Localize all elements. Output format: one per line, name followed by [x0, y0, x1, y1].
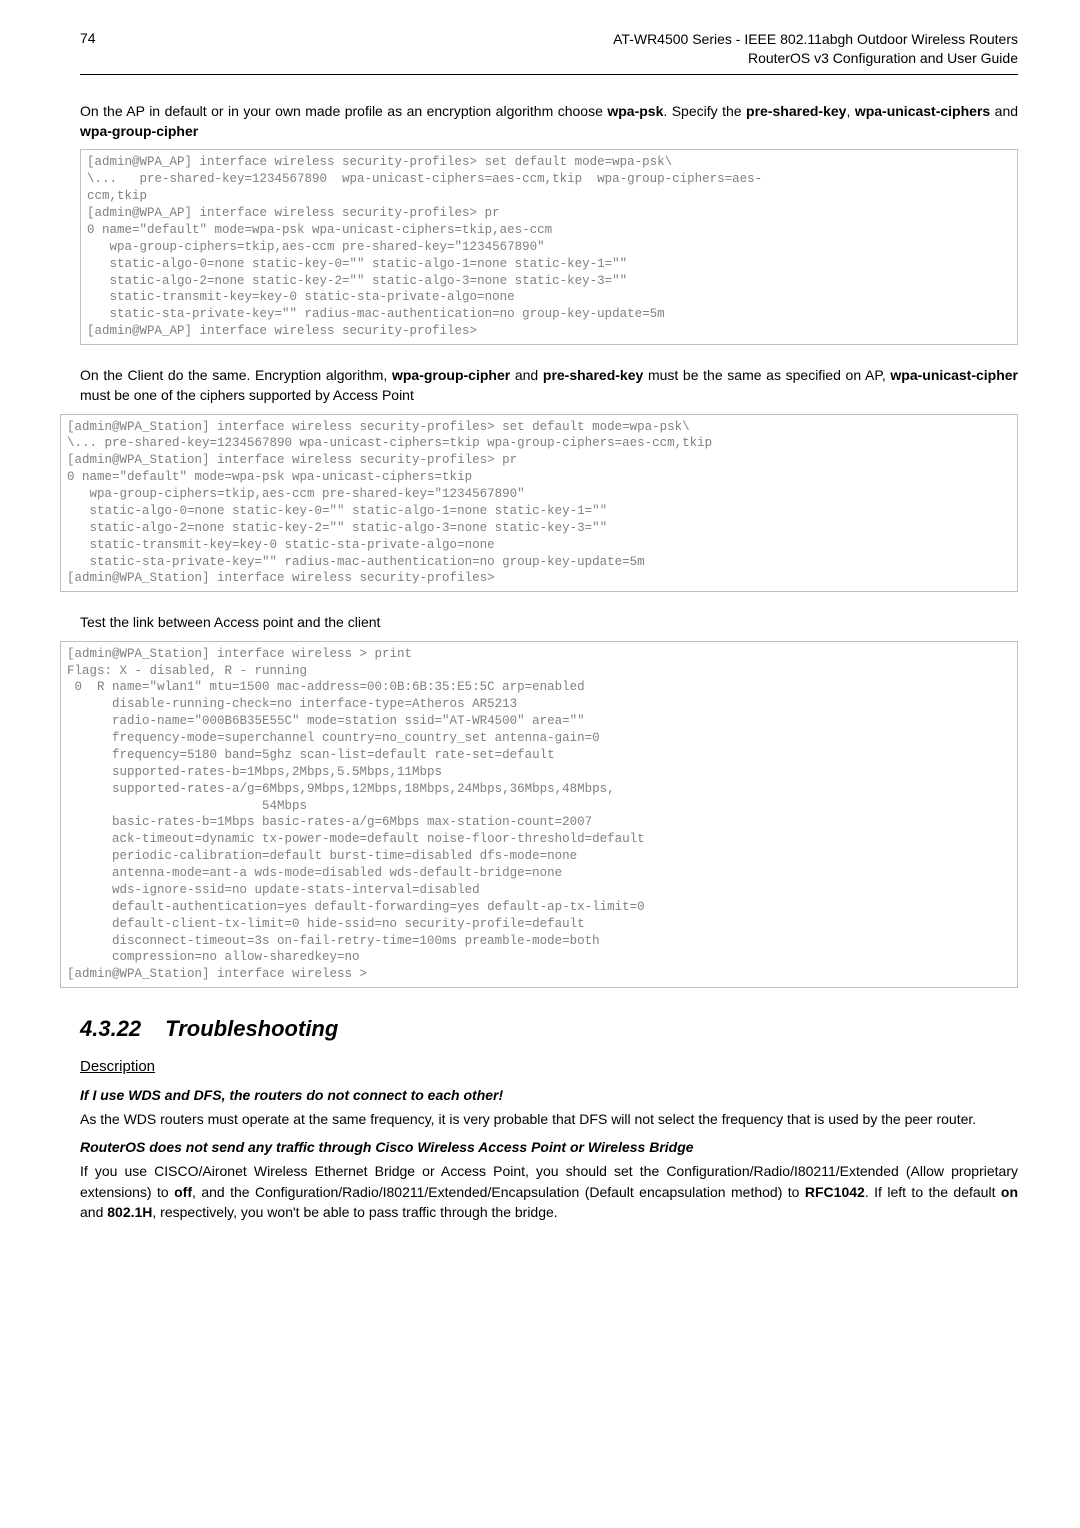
intro-paragraph-1: On the AP in default or in your own made… [80, 101, 1018, 142]
header-title-line-2: RouterOS v3 Configuration and User Guide [748, 50, 1018, 66]
faq-answer-2: If you use CISCO/Aironet Wireless Ethern… [80, 1161, 1018, 1222]
faq-answer-1: As the WDS routers must operate at the s… [80, 1109, 1018, 1129]
page-number: 74 [80, 30, 96, 46]
intro-paragraph-2: On the Client do the same. Encryption al… [80, 365, 1018, 406]
description-heading: Description [80, 1058, 1018, 1075]
page-header: 74 AT-WR4500 Series - IEEE 802.11abgh Ou… [80, 30, 1018, 68]
code-block-ap: [admin@WPA_AP] interface wireless securi… [80, 149, 1018, 345]
section-number: 4.3.22 [80, 1016, 141, 1041]
faq-question-1: If I use WDS and DFS, the routers do not… [80, 1087, 1018, 1103]
header-divider [80, 74, 1018, 75]
intro-paragraph-3: Test the link between Access point and t… [80, 612, 1018, 632]
code-block-test: [admin@WPA_Station] interface wireless >… [60, 641, 1018, 989]
header-title-line-1: AT-WR4500 Series - IEEE 802.11abgh Outdo… [613, 31, 1018, 47]
section-heading: 4.3.22 Troubleshooting [80, 1016, 1018, 1042]
faq-question-2: RouterOS does not send any traffic throu… [80, 1139, 1018, 1155]
section-title: Troubleshooting [165, 1016, 338, 1041]
header-title: AT-WR4500 Series - IEEE 802.11abgh Outdo… [613, 30, 1018, 68]
code-block-station: [admin@WPA_Station] interface wireless s… [60, 414, 1018, 593]
